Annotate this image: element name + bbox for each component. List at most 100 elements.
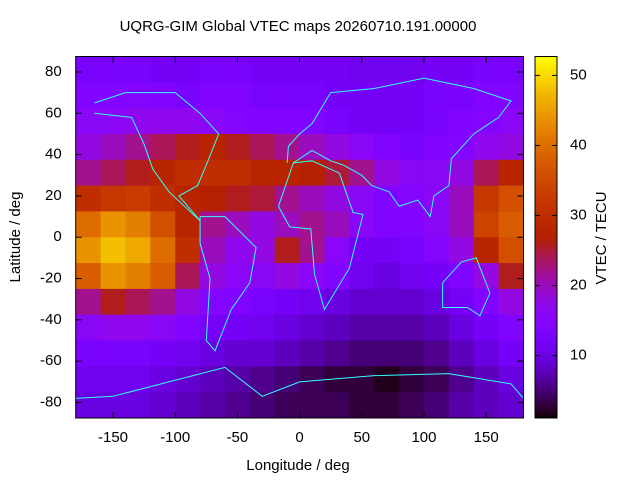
heat-cell — [274, 288, 301, 316]
heat-cell — [100, 159, 126, 187]
colorbar-step — [535, 192, 557, 196]
heat-cell — [423, 314, 450, 342]
colorbar-step — [535, 183, 557, 187]
heat-cell — [249, 56, 276, 83]
heat-cell — [125, 185, 151, 212]
colorbar-step — [535, 327, 557, 332]
colorbar-step — [535, 149, 557, 154]
colorbar-step — [535, 74, 557, 79]
heat-cell — [399, 263, 425, 290]
heat-cell — [150, 56, 176, 83]
colorbar-step — [535, 122, 557, 127]
colorbar-step — [535, 161, 557, 166]
colorbar-step — [535, 95, 557, 100]
heat-cell — [125, 211, 151, 238]
heat-cell — [399, 108, 425, 135]
heat-cell — [200, 237, 226, 264]
colorbar-step — [535, 282, 557, 286]
heat-cell — [175, 82, 201, 109]
y-tick-label: 0 — [53, 228, 61, 245]
heat-cell — [448, 82, 475, 109]
y-tick-label: -60 — [40, 352, 62, 369]
colorbar-label: VTEC / TECU — [593, 191, 610, 284]
colorbar-step — [535, 167, 557, 172]
colorbar-step — [535, 80, 557, 85]
heat-cell — [349, 159, 375, 187]
colorbar-step — [535, 71, 557, 76]
heat-cell — [125, 108, 151, 135]
colorbar-step — [535, 285, 557, 289]
colorbar-step — [535, 300, 557, 305]
heat-cell — [175, 108, 201, 135]
heat-cell — [75, 108, 102, 135]
colorbar-step — [535, 104, 557, 109]
heat-cell — [324, 392, 350, 419]
colorbar-step — [535, 411, 557, 416]
heat-cell — [150, 82, 176, 109]
heat-cell — [150, 237, 176, 264]
heat-cell — [274, 237, 301, 264]
heat-cell — [423, 366, 450, 393]
heat-cell — [374, 288, 400, 316]
colorbar-step — [535, 62, 557, 67]
heat-cell — [200, 340, 226, 367]
heat-cell — [200, 185, 226, 212]
heat-cell — [249, 366, 276, 393]
colorbar-step — [535, 222, 557, 226]
colorbar-tick-label: 50 — [570, 66, 587, 83]
heat-cell — [274, 392, 301, 419]
colorbar-step — [535, 210, 557, 214]
heat-cell — [448, 263, 475, 290]
heat-cell — [498, 392, 524, 419]
heat-cell — [150, 133, 176, 161]
colorbar-step — [535, 375, 557, 380]
colorbar-step — [535, 164, 557, 169]
heat-cell — [473, 211, 500, 238]
heat-cell — [299, 82, 325, 109]
heat-cell — [473, 185, 500, 212]
colorbar-step — [535, 345, 557, 350]
colorbar-step — [535, 231, 557, 235]
heat-cell — [423, 211, 450, 238]
colorbar-step — [535, 234, 557, 238]
heat-cell — [399, 185, 425, 212]
heat-cell — [200, 263, 226, 290]
heat-cell — [399, 56, 425, 83]
heat-cell — [75, 288, 102, 316]
heat-cell — [423, 340, 450, 367]
colorbar-step — [535, 216, 557, 220]
heat-cell — [150, 288, 176, 316]
heat-cell — [249, 314, 276, 342]
colorbar-step — [535, 249, 557, 253]
heat-cell — [175, 133, 201, 161]
heat-cell — [175, 237, 201, 264]
heat-cell — [324, 314, 350, 342]
heat-cell — [150, 159, 176, 187]
colorbar-step — [535, 276, 557, 280]
heat-cell — [100, 211, 126, 238]
heat-cell — [448, 288, 475, 316]
heat-cell — [498, 185, 524, 212]
coastline — [277, 160, 364, 311]
colorbar-step — [535, 402, 557, 407]
colorbar-step — [535, 258, 557, 262]
heat-cell — [299, 314, 325, 342]
heat-cell — [374, 185, 400, 212]
colorbar-step — [535, 324, 557, 329]
heat-cell — [224, 263, 251, 290]
heat-cell — [324, 340, 350, 367]
colorbar-step — [535, 315, 557, 320]
heat-cell — [100, 288, 126, 316]
heat-cell — [324, 159, 350, 187]
colorbar-step — [535, 348, 557, 353]
heat-cell — [150, 366, 176, 393]
heat-cell — [399, 392, 425, 419]
heat-cell — [448, 340, 475, 367]
heat-cell — [175, 56, 201, 83]
colorbar-step — [535, 312, 557, 317]
heat-cell — [249, 263, 276, 290]
heat-cell — [423, 185, 450, 212]
colorbar-step — [535, 342, 557, 347]
heat-cell — [274, 82, 301, 109]
